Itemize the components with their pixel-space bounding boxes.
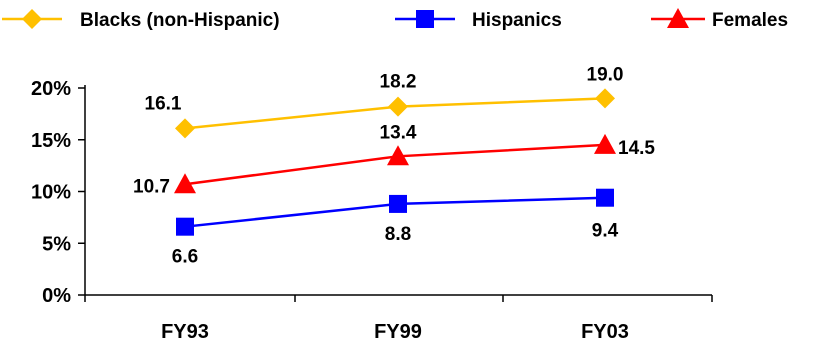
- data-label: 8.8: [385, 224, 411, 245]
- data-label: 14.5: [618, 138, 655, 159]
- data-label: 6.6: [172, 247, 198, 268]
- y-tick-label: 15%: [31, 130, 71, 152]
- y-ticks: 0% 5% 10% 15% 20%: [31, 78, 85, 307]
- data-label: 10.7: [133, 176, 170, 197]
- data-label: 19.0: [587, 64, 624, 85]
- axes: [84, 85, 712, 296]
- data-point: [176, 217, 194, 236]
- legend-item-females: Females: [651, 8, 788, 31]
- data-point: [595, 88, 615, 109]
- legend-label: Females: [712, 10, 788, 31]
- x-tick-label: FY99: [374, 321, 422, 343]
- legend-label: Blacks (non-Hispanic): [80, 10, 280, 31]
- legend-marker: [416, 10, 434, 28]
- data-point: [594, 133, 616, 154]
- data-point: [175, 118, 195, 139]
- legend-marker: [667, 8, 689, 28]
- legend-label: Hispanics: [472, 10, 562, 31]
- legend: Blacks (non-Hispanic) Hispanics Females: [2, 8, 788, 31]
- y-tick-label: 0%: [42, 285, 71, 307]
- data-label: 16.1: [145, 93, 182, 114]
- legend-marker: [22, 9, 42, 29]
- series-blacks-non-hispanic: 16.1 18.2 19.0: [145, 64, 624, 139]
- legend-item-blacks-non-hispanic: Blacks (non-Hispanic): [2, 9, 280, 31]
- data-point: [389, 194, 407, 213]
- x-ticks: FY93 FY99 FY03: [84, 295, 713, 343]
- data-label: 13.4: [380, 122, 417, 143]
- data-label: 18.2: [380, 72, 417, 93]
- series-hispanics: 6.6 8.8 9.4: [172, 188, 619, 268]
- data-point: [174, 173, 196, 194]
- x-tick-label: FY03: [581, 321, 629, 343]
- series-females: 10.7 13.4 14.5: [133, 122, 655, 197]
- data-label: 9.4: [592, 221, 619, 242]
- y-tick-label: 10%: [31, 182, 71, 204]
- data-point: [388, 96, 408, 117]
- series-group: 16.1 18.2 19.0 6.6 8.8 9.4 10.7 13.4 14.5: [133, 64, 655, 267]
- x-tick-label: FY93: [161, 321, 209, 343]
- legend-item-hispanics: Hispanics: [395, 10, 562, 31]
- data-point: [387, 145, 409, 166]
- y-tick-label: 5%: [42, 233, 71, 255]
- data-point: [596, 188, 614, 207]
- y-tick-label: 20%: [31, 78, 71, 100]
